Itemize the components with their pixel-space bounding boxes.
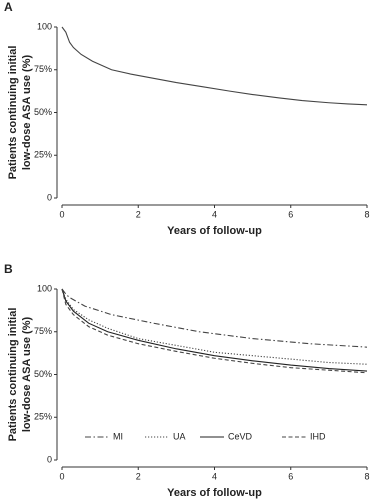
y-tick-label: 75% [34, 64, 52, 74]
x-tick-label: 2 [136, 209, 141, 219]
legend-label: UA [173, 431, 186, 441]
data-line [61, 288, 368, 365]
data-line [61, 288, 368, 372]
x-tick-label: 6 [288, 471, 293, 481]
y-tick-label: 25% [34, 150, 52, 160]
x-tick-label: 0 [59, 209, 64, 219]
legend-label: CeVD [228, 431, 253, 441]
x-tick-label: 4 [212, 471, 217, 481]
y-tick-label: 25% [34, 412, 52, 422]
panel-label: A [4, 0, 13, 14]
x-tick-label: 2 [136, 471, 141, 481]
y-tick-label: 0 [47, 192, 52, 202]
y-tick-label: 100 [37, 283, 52, 293]
y-tick-label: 100 [37, 21, 52, 31]
y-axis-title: low-dose ASA use (%) [21, 317, 33, 433]
panel-label: B [4, 262, 13, 276]
x-tick-label: 0 [59, 471, 64, 481]
x-tick-label: 8 [364, 209, 369, 219]
x-axis-title: Years of follow-up [167, 225, 262, 237]
y-tick-label: 50% [34, 107, 52, 117]
data-line [61, 288, 368, 348]
x-axis-title: Years of follow-up [167, 487, 262, 499]
y-axis-title: low-dose ASA use (%) [21, 55, 33, 171]
x-tick-label: 8 [364, 471, 369, 481]
x-tick-label: 4 [212, 209, 217, 219]
y-tick-label: 50% [34, 369, 52, 379]
y-axis-title: Patients continuing initial [7, 308, 19, 442]
y-axis-title: Patients continuing initial [7, 46, 19, 180]
y-tick-label: 0 [47, 454, 52, 464]
data-line [61, 26, 368, 106]
x-tick-label: 6 [288, 209, 293, 219]
legend-label: IHD [310, 431, 326, 441]
y-tick-label: 75% [34, 326, 52, 336]
data-line [61, 288, 368, 374]
legend-label: MI [113, 431, 123, 441]
